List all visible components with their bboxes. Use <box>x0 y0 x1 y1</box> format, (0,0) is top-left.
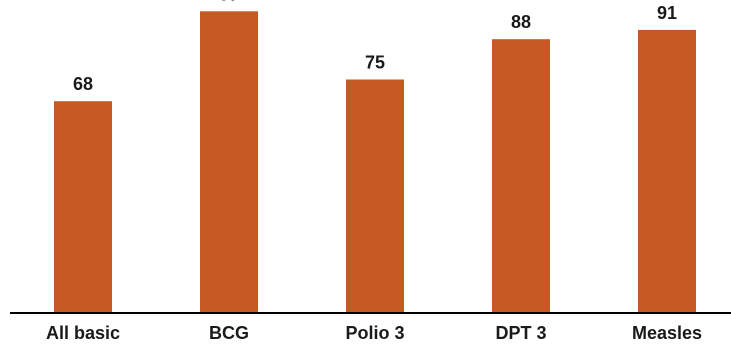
category-label: BCG <box>209 323 249 343</box>
bar-all-basic <box>54 101 112 312</box>
category-label: Measles <box>632 323 702 343</box>
value-label: 91 <box>657 3 677 23</box>
value-label: 88 <box>511 12 531 32</box>
category-label: All basic <box>46 323 120 343</box>
value-label: 97 <box>219 0 239 4</box>
value-labels-group: 68 97 75 88 91 <box>73 0 677 94</box>
bars-group <box>54 11 696 313</box>
category-label: Polio 3 <box>345 323 404 343</box>
category-labels-group: All basic BCG Polio 3 DPT 3 Measles <box>46 323 702 343</box>
bar-bcg <box>200 11 258 313</box>
category-label: DPT 3 <box>495 323 546 343</box>
bar-polio-3 <box>346 79 404 312</box>
value-label: 68 <box>73 74 93 94</box>
bar-measles <box>638 29 696 313</box>
bar-dpt-3 <box>492 39 550 312</box>
value-label: 75 <box>365 53 385 73</box>
